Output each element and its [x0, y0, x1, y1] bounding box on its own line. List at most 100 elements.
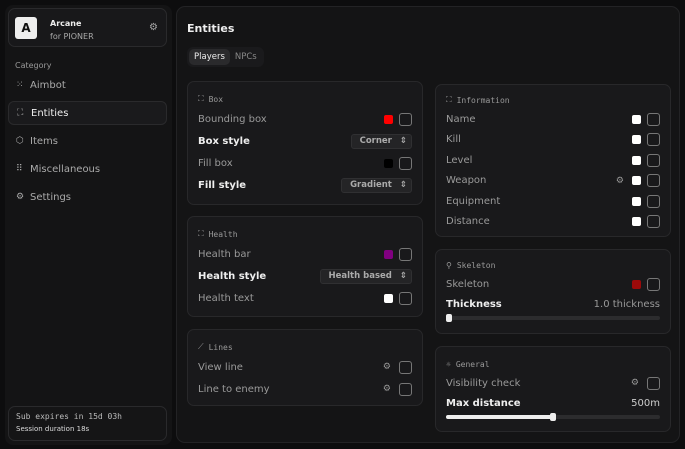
skeleton-checkbox[interactable] — [647, 277, 660, 291]
tab-players[interactable]: Players — [189, 49, 230, 65]
sidebar-item-label: Miscellaneous — [30, 163, 101, 175]
info-color[interactable] — [632, 196, 641, 206]
max-distance-label: Max distance — [446, 397, 521, 409]
app-subtitle: for PIONER — [50, 32, 94, 41]
info-label: Weapon — [446, 175, 487, 187]
health-style-select[interactable]: Health based ⇕ — [319, 268, 412, 284]
chevron-updown-icon: ⇕ — [399, 271, 407, 281]
box-style-label: Box style — [198, 135, 250, 147]
box-style-select[interactable]: Corner ⇕ — [350, 133, 412, 149]
visibility-check-label: Visibility check — [446, 377, 521, 389]
health-card: ⛶ Health Health bar Health style Health ba… — [187, 216, 423, 317]
sidebar-item-aimbot[interactable]: ⁙ Aimbot — [8, 73, 167, 97]
health-text-color[interactable] — [384, 293, 393, 303]
select-value: Corner — [359, 136, 392, 146]
thickness-slider[interactable] — [446, 314, 660, 322]
sidebar-item-label: Aimbot — [30, 79, 66, 91]
info-label: Level — [446, 154, 473, 166]
info-color[interactable] — [632, 176, 641, 186]
info-checkbox[interactable] — [647, 112, 660, 126]
grid-icon: ⠿ — [16, 164, 23, 174]
skeleton-color[interactable] — [632, 279, 641, 289]
bounding-box-color[interactable] — [384, 114, 393, 124]
info-label: Equipment — [446, 195, 501, 207]
visibility-check-checkbox[interactable] — [647, 376, 660, 390]
sidebar-item-items[interactable]: ⬡ Items — [8, 129, 167, 153]
info-checkbox[interactable] — [647, 215, 660, 229]
card-title: General — [455, 359, 490, 369]
bounding-box-label: Bounding box — [198, 113, 267, 125]
lines-card: ⟋ Lines View line ⚙ Line to enemy ⚙ — [187, 329, 423, 406]
skeleton-card: ⚲ Skeleton Skeleton Thickness 1.0 thicknes… — [435, 249, 671, 334]
chevron-updown-icon: ⇕ — [399, 180, 407, 190]
chevron-updown-icon: ⇕ — [399, 136, 407, 146]
thickness-label: Thickness — [446, 298, 502, 310]
max-distance-slider[interactable] — [446, 413, 660, 421]
info-row-weapon: Weapon ⚙ — [446, 171, 660, 192]
health-bar-label: Health bar — [198, 248, 251, 260]
info-color[interactable] — [632, 135, 641, 145]
sidebar-item-label: Entities — [31, 107, 69, 119]
info-label: Kill — [446, 134, 461, 146]
gear-icon[interactable]: ⚙ — [382, 384, 391, 394]
sidebar-item-miscellaneous[interactable]: ⠿ Miscellaneous — [8, 157, 167, 181]
info-label: Distance — [446, 216, 490, 228]
sidebar-item-entities[interactable]: ⛶ Entities — [8, 101, 167, 125]
settings-gear-icon[interactable]: ⚙ — [149, 22, 158, 33]
info-row-distance: Distance — [446, 212, 660, 233]
slider-fill — [446, 415, 553, 419]
gear-icon[interactable]: ⚙ — [382, 362, 391, 372]
info-row-level: Level — [446, 150, 660, 171]
line-to-enemy-label: Line to enemy — [198, 383, 270, 395]
sidebar-item-label: Items — [30, 135, 58, 147]
fill-box-label: Fill box — [198, 157, 233, 169]
health-bar-color[interactable] — [384, 249, 393, 259]
main-panel: Entities Players NPCs ⛶ Box Bounding box … — [176, 6, 680, 443]
info-color[interactable] — [632, 155, 641, 165]
box-card: ⛶ Box Bounding box Box style Corner ⇕ Fill … — [187, 81, 423, 205]
card-title: Health — [208, 229, 238, 239]
sun-icon: ☼ — [446, 359, 451, 369]
info-checkbox[interactable] — [647, 133, 660, 147]
fill-style-select[interactable]: Gradient ⇕ — [341, 177, 412, 193]
health-style-label: Health style — [198, 270, 267, 282]
info-checkbox[interactable] — [647, 153, 660, 167]
bounding-box-checkbox[interactable] — [399, 112, 412, 126]
select-value: Health based — [328, 271, 392, 281]
sidebar: A Arcane for PIONER ⚙ Category ⁙ Aimbot ⛶… — [5, 5, 172, 445]
gear-icon[interactable]: ⚙ — [615, 175, 624, 186]
info-checkbox[interactable] — [647, 194, 660, 208]
slider-thumb[interactable] — [446, 314, 452, 322]
information-card: ⛶ Information Name Kill Level Weapon ⚙ Equipme… — [435, 84, 671, 237]
gear-icon: ⚙ — [16, 192, 25, 202]
view-line-checkbox[interactable] — [399, 360, 412, 374]
category-label: Category — [15, 61, 52, 70]
fill-box-color[interactable] — [384, 158, 393, 168]
tab-npcs[interactable]: NPCs — [234, 52, 257, 62]
health-bar-checkbox[interactable] — [399, 247, 412, 261]
info-color[interactable] — [632, 114, 641, 124]
scan-icon: ⛶ — [446, 95, 452, 104]
info-color[interactable] — [632, 217, 641, 227]
gear-icon[interactable]: ⚙ — [630, 378, 639, 388]
card-title: Lines — [208, 342, 233, 352]
bone-icon: ⚲ — [446, 260, 452, 270]
skeleton-label: Skeleton — [446, 278, 490, 290]
fill-box-checkbox[interactable] — [399, 156, 412, 170]
info-checkbox[interactable] — [647, 174, 660, 188]
scan-icon: ⛶ — [17, 108, 24, 118]
view-line-label: View line — [198, 361, 243, 373]
card-title: Box — [208, 94, 224, 104]
fill-style-label: Fill style — [198, 179, 247, 191]
slider-thumb[interactable] — [550, 413, 556, 421]
scan-icon: ⛶ — [198, 229, 204, 238]
line-icon: ⟋ — [198, 342, 204, 351]
sub-expires: Sub expires in 15d 03h — [16, 412, 122, 421]
info-row-name: Name — [446, 109, 660, 130]
max-distance-value: 500m — [631, 397, 660, 409]
line-to-enemy-checkbox[interactable] — [399, 382, 412, 396]
health-text-checkbox[interactable] — [399, 291, 412, 305]
select-value: Gradient — [350, 180, 392, 190]
app-header: A Arcane for PIONER ⚙ — [8, 8, 167, 47]
sidebar-item-settings[interactable]: ⚙ Settings — [8, 185, 167, 209]
